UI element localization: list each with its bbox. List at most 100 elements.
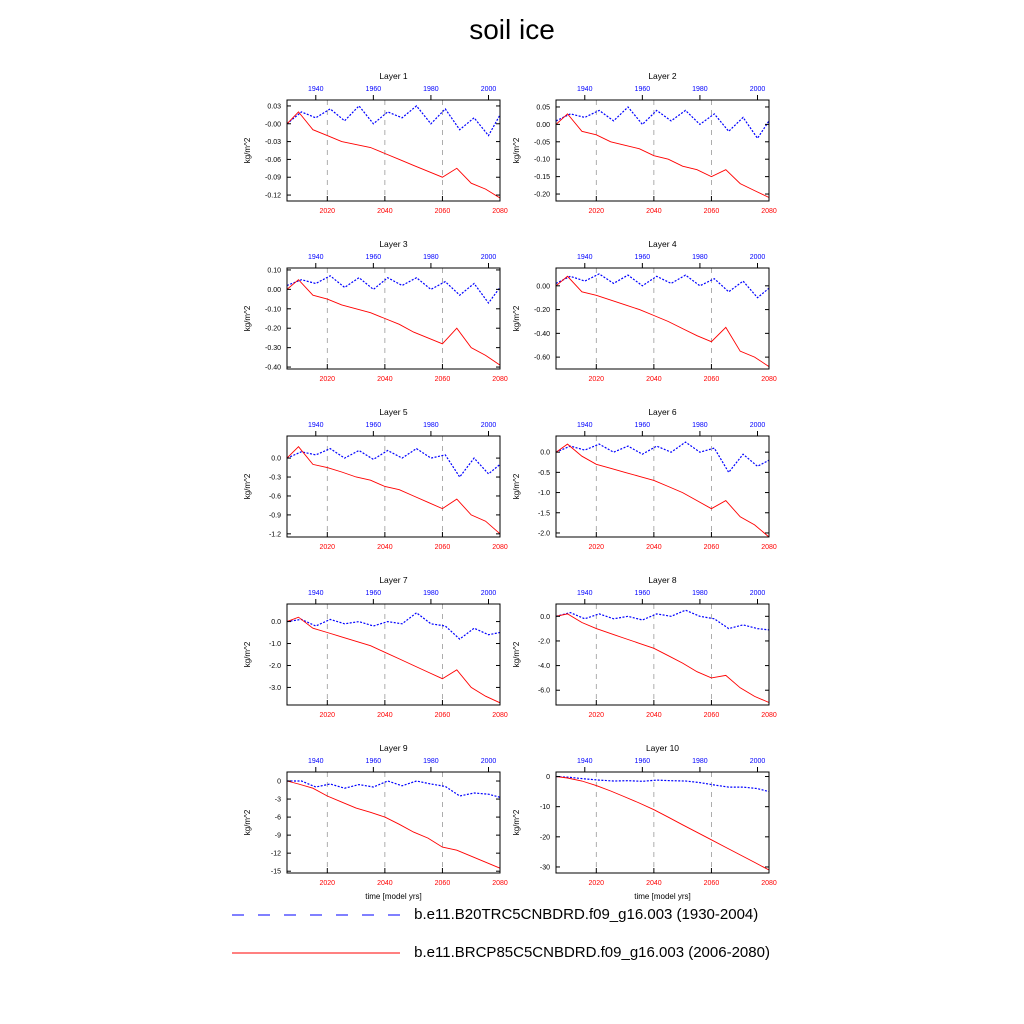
x-top-tick-label: 1980 xyxy=(423,254,439,261)
x-bottom-tick-label: 2020 xyxy=(320,712,336,719)
x-top-tick-label: 1940 xyxy=(577,758,593,765)
x-bottom-tick-label: 2020 xyxy=(320,544,336,551)
page-title: soil ice xyxy=(469,14,555,45)
series-historical-line xyxy=(286,612,501,640)
y-tick-label: -0.05 xyxy=(534,139,550,146)
plot-frame xyxy=(555,603,770,706)
x-top-tick-label: 1960 xyxy=(635,86,651,93)
y-tick-label: 0.05 xyxy=(536,104,550,111)
x-top-tick-label: 1960 xyxy=(635,758,651,765)
y-tick-label: -1.0 xyxy=(538,490,550,497)
x-bottom-tick-label: 2020 xyxy=(589,208,605,215)
x-top-tick-label: 1980 xyxy=(423,86,439,93)
y-tick-label: -0.9 xyxy=(269,512,281,519)
x-bottom-tick-label: 2080 xyxy=(492,208,508,215)
y-tick-label: 0 xyxy=(546,774,550,781)
series-rcp85-line xyxy=(555,113,770,198)
y-tick-label: -30 xyxy=(540,864,550,871)
x-bottom-tick-label: 2040 xyxy=(646,712,662,719)
x-bottom-tick-label: 2080 xyxy=(761,880,777,887)
x-bottom-tick-label: 2080 xyxy=(492,880,508,887)
legend-label-historical: b.e11.B20TRC5CNBDRD.f09_g16.003 (1930-20… xyxy=(414,906,759,923)
y-tick-label: -9 xyxy=(275,833,281,840)
x-bottom-tick-label: 2040 xyxy=(377,880,393,887)
x-bottom-tick-label: 2080 xyxy=(761,376,777,383)
panel-layer-9: 0 -3 -6 -9 -12 -15 2020 2040 2060 2080 1940 1960 198… xyxy=(243,743,508,901)
x-top-tick-label: 2000 xyxy=(481,590,497,597)
panel-title: Layer 10 xyxy=(646,743,679,753)
y-tick-label: -0.20 xyxy=(534,192,550,199)
x-bottom-tick-label: 2040 xyxy=(646,544,662,551)
y-axis-label: kg/m^2 xyxy=(243,473,252,499)
x-top-tick-label: 2000 xyxy=(481,254,497,261)
series-rcp85-line xyxy=(555,443,770,538)
x-bottom-tick-label: 2020 xyxy=(320,880,336,887)
y-tick-label: 0.0 xyxy=(271,619,281,626)
legend-label-rcp85: b.e11.BRCP85C5CNBDRD.f09_g16.003 (2006-2… xyxy=(414,944,770,961)
y-tick-label: -0.30 xyxy=(265,345,281,352)
x-top-tick-label: 2000 xyxy=(481,86,497,93)
y-tick-label: 0.03 xyxy=(267,103,281,110)
panel-title: Layer 2 xyxy=(648,71,677,81)
y-tick-label: -6.0 xyxy=(538,688,550,695)
y-tick-label: -20 xyxy=(540,834,550,841)
x-bottom-tick-label: 2020 xyxy=(589,544,605,551)
y-tick-label: -12 xyxy=(271,851,281,858)
y-axis-label: kg/m^2 xyxy=(243,137,252,163)
x-bottom-tick-label: 2040 xyxy=(377,376,393,383)
x-bottom-tick-label: 2060 xyxy=(435,880,451,887)
x-axis-label: time [model yrs] xyxy=(365,892,421,901)
x-bottom-tick-label: 2080 xyxy=(492,376,508,383)
y-tick-label: -0.12 xyxy=(265,193,281,200)
y-tick-label: 0.0 xyxy=(540,450,550,457)
x-axis-label: time [model yrs] xyxy=(634,892,690,901)
series-historical-line xyxy=(555,775,770,793)
x-bottom-tick-label: 2060 xyxy=(435,376,451,383)
y-tick-label: -1.0 xyxy=(269,641,281,648)
y-tick-label: -2.0 xyxy=(538,638,550,645)
plot-frame xyxy=(286,435,501,538)
x-bottom-tick-label: 2040 xyxy=(377,208,393,215)
panel-title: Layer 5 xyxy=(379,407,408,417)
y-tick-label: -0.00 xyxy=(265,121,281,128)
y-tick-label: 0.00 xyxy=(536,122,550,129)
panel-title: Layer 9 xyxy=(379,743,408,753)
plot-frame xyxy=(286,603,501,706)
x-top-tick-label: 1980 xyxy=(692,422,708,429)
x-top-tick-label: 1940 xyxy=(308,590,324,597)
y-tick-label: -10 xyxy=(540,804,550,811)
x-top-tick-label: 1980 xyxy=(692,758,708,765)
panel-title: Layer 8 xyxy=(648,575,677,585)
series-historical-line xyxy=(286,447,501,479)
y-axis-label: kg/m^2 xyxy=(512,137,521,163)
y-tick-label: 0 xyxy=(277,779,281,786)
plot-frame xyxy=(286,99,501,202)
y-tick-label: -0.60 xyxy=(534,355,550,362)
series-historical-line xyxy=(555,106,770,140)
x-bottom-tick-label: 2060 xyxy=(435,208,451,215)
x-bottom-tick-label: 2060 xyxy=(435,544,451,551)
panel-layer-4: 0.00 -0.20 -0.40 -0.60 2020 2040 2060 2080 1940 1… xyxy=(512,239,777,383)
series-historical-line xyxy=(555,609,770,631)
x-bottom-tick-label: 2080 xyxy=(492,712,508,719)
panel-title: Layer 4 xyxy=(648,239,677,249)
x-top-tick-label: 1940 xyxy=(308,254,324,261)
series-rcp85-line xyxy=(555,613,770,703)
x-top-tick-label: 2000 xyxy=(750,422,766,429)
y-tick-label: -6 xyxy=(275,815,281,822)
panel-title: Layer 7 xyxy=(379,575,408,585)
x-top-tick-label: 1960 xyxy=(635,422,651,429)
y-tick-label: -0.10 xyxy=(534,157,550,164)
panel-layer-8: 0.0 -2.0 -4.0 -6.0 2020 2040 2060 2080 1940 1960 1… xyxy=(512,575,777,719)
x-top-tick-label: 1960 xyxy=(635,254,651,261)
plot-frame xyxy=(555,99,770,202)
x-top-tick-label: 1940 xyxy=(308,422,324,429)
panel-layer-1: 0.03 -0.00 -0.03 -0.06 -0.09 -0.12 2020 2040 206… xyxy=(243,71,508,215)
panel-layer-7: 0.0 -1.0 -2.0 -3.0 2020 2040 2060 2080 1940 1960 1… xyxy=(243,575,508,719)
x-bottom-tick-label: 2080 xyxy=(492,544,508,551)
y-tick-label: -0.20 xyxy=(265,326,281,333)
x-top-tick-label: 2000 xyxy=(481,758,497,765)
x-top-tick-label: 1980 xyxy=(423,758,439,765)
y-axis-label: kg/m^2 xyxy=(512,473,521,499)
x-top-tick-label: 1960 xyxy=(366,254,382,261)
